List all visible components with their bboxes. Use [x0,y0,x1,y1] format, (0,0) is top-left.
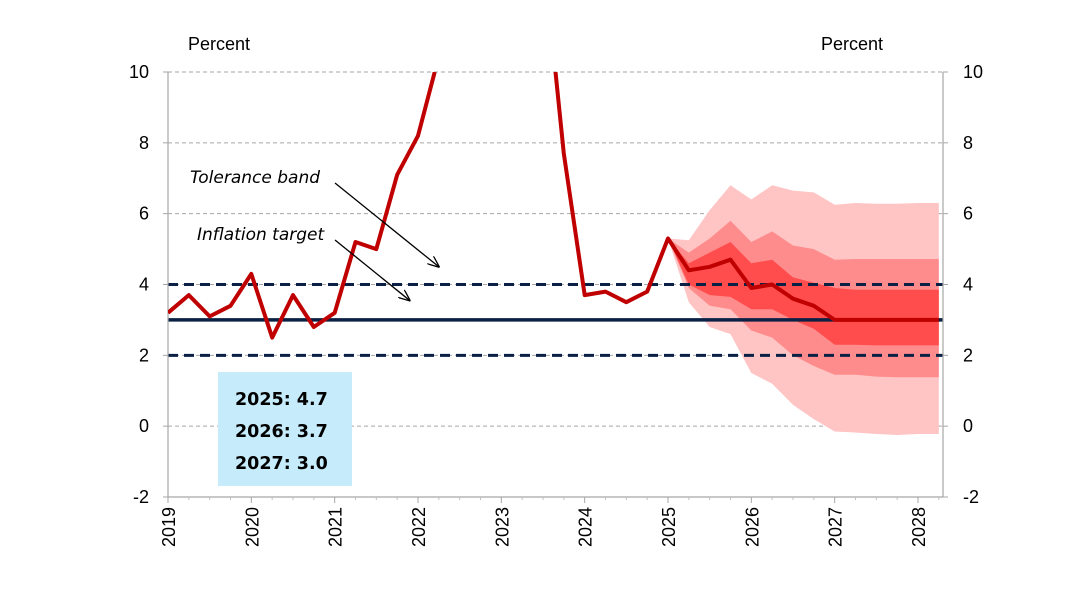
x-tick-2024: 2024 [576,507,596,547]
annotation-label-0: Tolerance band [190,168,320,188]
y-tick-right-0: 0 [963,416,973,436]
y-tick-right--2: -2 [963,487,979,507]
y-tick-left-4: 4 [139,275,149,295]
y-tick-right-6: 6 [963,204,973,224]
x-tick-2021: 2021 [326,507,346,547]
y-tick-left-2: 2 [139,345,149,365]
x-tick-2028: 2028 [909,507,929,547]
annotation-arrow-0 [334,182,439,267]
x-tick-2023: 2023 [492,507,512,547]
x-tick-2019: 2019 [159,507,179,547]
y-tick-left-8: 8 [139,133,149,153]
actual-line-segment-1 [168,72,437,340]
reference-lines [168,283,943,357]
y-tick-left--2: -2 [133,487,149,507]
x-tick-2027: 2027 [826,507,846,547]
forecast-line-2025: 2025: 4.7 [235,390,328,410]
y-tick-left-0: 0 [139,416,149,436]
fan-chart-bands [668,185,939,435]
x-tick-2026: 2026 [742,507,762,547]
annotations: Tolerance band Inflation target [190,168,439,300]
actual-inflation-series [168,72,939,340]
y-tick-left-6: 6 [139,204,149,224]
axes [163,71,948,503]
x-tick-2022: 2022 [409,507,429,547]
x-tick-2025: 2025 [659,507,679,547]
forecast-line-2026: 2026: 3.7 [235,422,328,442]
y-tick-left-10: 10 [129,62,149,82]
tick-labels: -2 -2 0 0 2 2 4 4 6 6 8 8 10 10 Percent Percent 2019 2020… [129,34,983,547]
actual-line-segment-2 [553,72,939,322]
y-tick-right-2: 2 [963,345,973,365]
annotation-arrow-1 [334,239,410,300]
x-tick-2020: 2020 [242,507,262,547]
forecast-summary-box: 2025: 4.7 2026: 3.7 2027: 3.0 [218,372,352,486]
right-unit-label: Percent [821,34,883,54]
y-tick-right-10: 10 [963,62,983,82]
y-tick-right-8: 8 [963,133,973,153]
left-unit-label: Percent [188,34,250,54]
forecast-line-2027: 2027: 3.0 [235,454,328,474]
annotation-label-1: Inflation target [197,225,325,245]
y-tick-right-4: 4 [963,275,973,295]
